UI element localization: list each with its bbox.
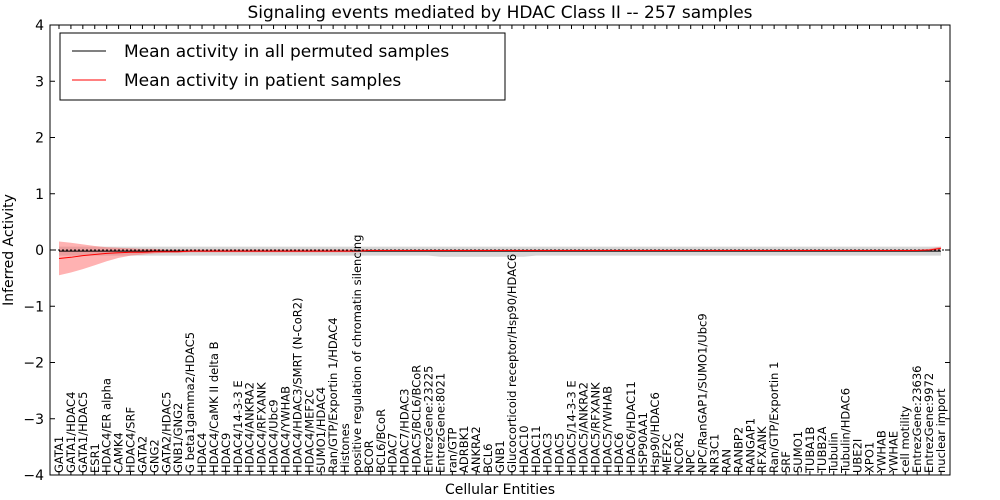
x-tick-label: BCL6 [481,444,495,473]
x-tick-label: HDAC4/14-3-3 E [231,380,245,473]
y-tick-label: 1 [35,187,44,203]
legend-label-patient: Mean activity in patient samples [124,71,401,91]
y-tick-label: −1 [23,299,44,315]
x-tick-label: XPO1 [862,442,876,473]
x-axis-label: Cellular Entities [445,482,555,498]
x-tick-label: YWHAE [886,431,900,474]
x-tick-label: Tubulin [827,432,841,474]
y-tick-label: −2 [23,356,44,372]
x-tick-label: HDAC3 [541,433,555,473]
x-tick-label: positive regulation of chromatin silenci… [350,235,364,473]
x-tick-label: HDAC4/ER alpha [100,378,114,473]
x-tick-label: GATA2/HDAC5 [159,392,173,473]
x-tick-label: GATA2 [135,436,149,473]
x-tick-label: Tubulin/HDAC6 [839,388,853,474]
x-tick-label: HDAC4/SRF [124,407,138,473]
x-tick-label: SUMO1 [791,431,805,473]
y-tick-label: −3 [23,412,44,428]
x-tick-label: GATA1/HDAC4 [64,392,78,473]
x-tick-label: HDAC6 [612,433,626,473]
x-tick-label: Hsp90/HDAC6 [648,392,662,473]
x-tick-label: ran/GTP [445,428,459,473]
x-tick-label: TUBA1B [803,426,817,474]
x-tick-label: Glucocorticoid receptor/Hsp90/HDAC6 [505,254,519,473]
x-tick-label: BCL6/BCoR [374,409,388,473]
legend: Mean activity in all permuted samples Me… [59,32,506,101]
y-tick-label: −4 [23,468,44,484]
x-tick-label: HDAC4 [195,433,209,473]
x-tick-label: EntrezGene:9972 [922,373,936,473]
y-tick-label: 4 [35,18,44,34]
x-tick-label: GNG2 [147,439,161,473]
chart-title: Signaling events mediated by HDAC Class … [247,3,752,23]
x-tick-label: HDAC5/BCL6/BCoR [410,365,424,473]
x-tick-label: RFXANK [755,426,769,473]
x-tick-label: YWHAB [874,430,888,474]
x-tick-label: cell motility [898,406,912,473]
category-labels: GATA1GATA1/HDAC4GATA1/HDAC5ESR1HDAC4/ER … [52,235,948,474]
x-tick-label: HDAC4/CaMK II delta B [207,341,221,473]
series-band-1 [59,241,941,276]
x-tick-label: HDAC5/14-3-3 E [565,380,579,473]
x-tick-label: EntrezGene:23636 [910,366,924,473]
y-tick-label: 2 [35,131,44,147]
legend-label-permuted: Mean activity in all permuted samples [124,42,449,62]
x-tick-label: GATA1/HDAC5 [76,392,90,473]
x-tick-label: HSP90AA1 [636,412,650,473]
x-tick-label: HDAC5/ANKRA2 [576,382,590,473]
x-tick-label: GNB1/GNG2 [171,403,185,473]
x-tick-label: HDAC4/HDAC3/SMRT (N-CoR2) [290,297,304,473]
x-tick-label: HDAC4/YWHAB [278,386,292,473]
x-tick-label: EntrezGene:8021 [433,373,447,473]
x-tick-label: HDAC5/YWHAB [600,386,614,473]
x-tick-label: BCOR [362,440,376,473]
x-tick-label: MEF2C [660,434,674,473]
x-tick-label: TUBB2A [815,426,829,474]
x-tick-label: HDAC4/MEF2C [302,390,316,473]
x-tick-label: RANBP2 [731,427,745,473]
x-tick-label: NCOR2 [672,432,686,473]
x-tick-label: HDAC7 [386,433,400,473]
y-tick-label: 0 [35,243,44,259]
x-tick-label: HDAC9 [219,433,233,473]
x-tick-label: NPC/RanGAP1/SUMO1/Ubc9 [696,313,710,473]
x-tick-label: HDAC7/HDAC3 [398,389,412,474]
x-tick-label: HDAC4/RFXANK [255,382,269,473]
x-tick-label: HDAC5 [553,433,567,473]
x-tick-label: CAMK4 [112,432,126,473]
x-tick-label: G beta1gamma2/HDAC5 [183,332,197,473]
x-tick-label: ESR1 [88,443,102,473]
x-tick-label: HDAC6/HDAC11 [624,381,638,473]
x-tick-label: Histones [338,423,352,473]
x-tick-label: GNB1 [493,440,507,473]
x-tick-label: EntrezGene:23225 [421,366,435,473]
legend-box [59,32,506,101]
x-tick-label: HDAC10 [517,425,531,473]
x-tick-label: SUMO1/HDAC4 [314,387,328,473]
x-tick-label: HDAC11 [529,425,543,473]
series-line-1 [58,247,942,259]
y-axis-label: Inferred Activity [1,194,17,306]
plot-frame [49,24,951,476]
x-tick-label: NR3C1 [708,434,722,473]
x-tick-label: ANKRA2 [469,426,483,473]
x-tick-label: HDAC4/Ubc9 [267,399,281,473]
x-tick-label: NPC [684,449,698,473]
x-tick-label: RANGAP1 [743,418,757,473]
x-tick-label: Ran/GTP/Exportin 1/HDAC4 [326,317,340,473]
x-tick-label: Ran/GTP/Exportin 1 [767,362,781,473]
x-tick-label: HDAC4/ANKRA2 [243,382,257,473]
x-tick-label: ADRBK1 [457,426,471,473]
plot-area [50,241,950,276]
y-tick-label: 3 [35,74,44,90]
x-tick-label: UBE2I [851,439,865,473]
x-tick-label: nuclear import [934,388,948,473]
x-tick-label: GATA1 [52,436,66,473]
x-tick-label: RAN [719,449,733,473]
x-tick-label: HDAC5/RFXANK [588,382,602,473]
x-tick-label: SRF [779,451,793,473]
axis-ticks: −4 −3 −2 −1 0 1 2 3 4 [23,18,950,484]
